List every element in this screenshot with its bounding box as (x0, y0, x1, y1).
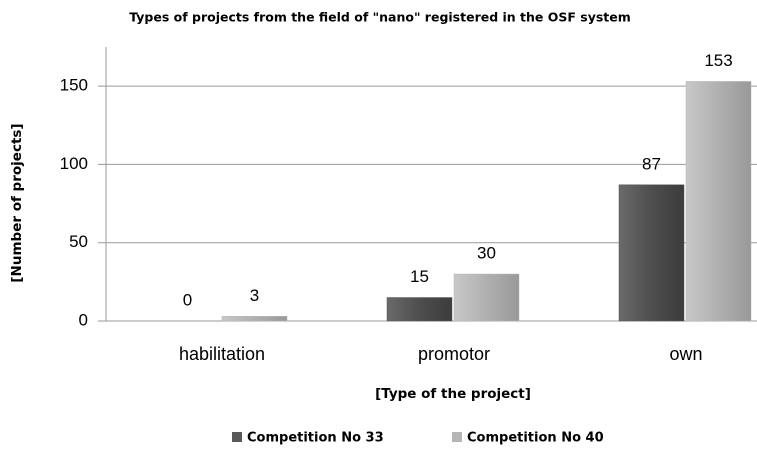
y-tick-label: 50 (69, 232, 88, 251)
y-tick-label: 0 (79, 310, 88, 329)
bar (386, 297, 453, 322)
legend-swatch (452, 432, 462, 442)
x-axis-label: [Type of the project] (375, 386, 531, 402)
bar (221, 316, 288, 322)
y-tick-label: 150 (60, 76, 88, 95)
value-label: 30 (477, 244, 496, 263)
x-tick-label: habilitation (179, 344, 265, 364)
legend-label: Competition No 33 (247, 431, 384, 446)
bar (453, 273, 520, 322)
y-axis-label: [Number of projects] (9, 123, 25, 282)
y-tick-label: 100 (60, 154, 88, 173)
value-label: 87 (642, 154, 661, 173)
value-label: 15 (410, 267, 429, 286)
chart-title: Types of projects from the field of "nan… (129, 10, 631, 25)
value-label: 3 (250, 286, 259, 305)
x-tick-label: promotor (418, 344, 490, 364)
x-tick-label: own (669, 344, 702, 364)
value-label: 153 (704, 51, 732, 70)
value-label: 0 (183, 290, 192, 309)
legend-label: Competition No 40 (467, 431, 604, 446)
legend-swatch (232, 432, 242, 442)
bar (685, 81, 752, 322)
bar (618, 184, 685, 322)
